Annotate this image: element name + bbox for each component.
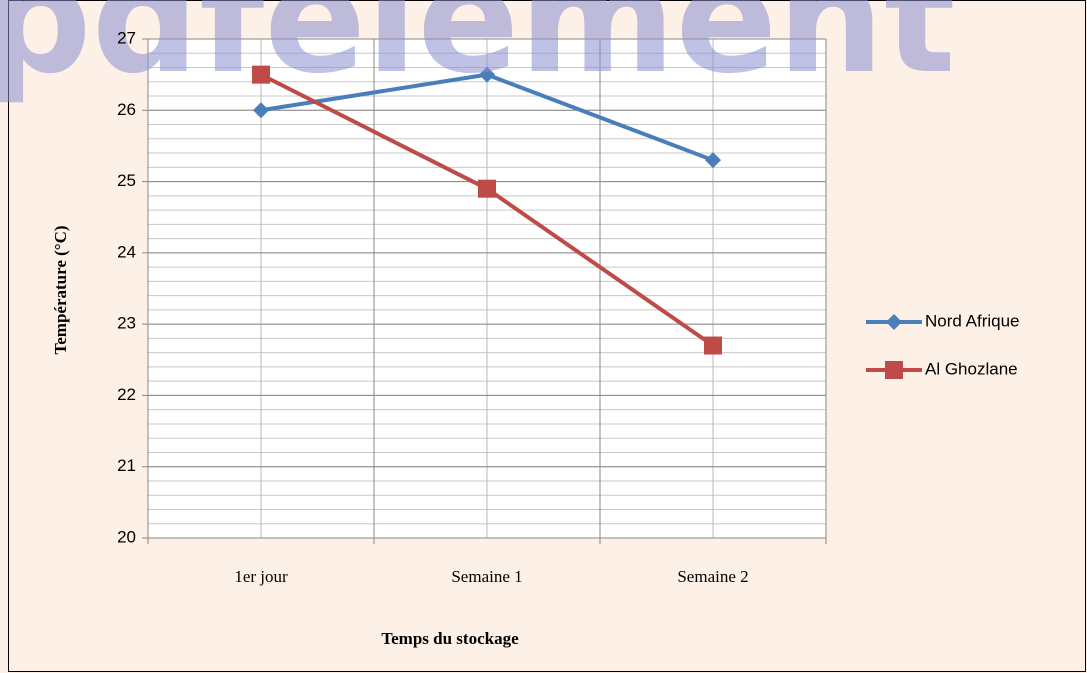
watermark: pdfelement <box>0 0 956 107</box>
marker <box>252 65 270 84</box>
x-tick-label: 1er jour <box>234 567 288 586</box>
x-axis-label: Temps du stockage <box>381 629 519 648</box>
marker <box>478 179 496 198</box>
x-tick-label: Semaine 2 <box>677 567 748 586</box>
y-tick-label: 25 <box>117 171 136 190</box>
marker <box>705 152 721 169</box>
y-axis-label: Température (°C) <box>51 225 70 354</box>
x-tick-label: Semaine 1 <box>451 567 522 586</box>
marker <box>479 66 495 83</box>
marker <box>253 102 269 119</box>
legend-label: Nord Afrique <box>925 311 1020 330</box>
legend-label: Al Ghozlane <box>925 359 1018 378</box>
y-tick-label: 24 <box>117 242 136 261</box>
y-tick-label: 26 <box>117 100 136 119</box>
y-tick-label: 22 <box>117 385 136 404</box>
chart-border <box>8 0 1086 672</box>
y-tick-label: 27 <box>117 28 136 47</box>
y-tick-label: 21 <box>117 456 136 475</box>
marker <box>885 361 903 379</box>
marker <box>886 314 902 330</box>
y-tick-label: 20 <box>117 527 136 546</box>
y-tick-label: 23 <box>117 314 136 333</box>
marker <box>704 336 722 355</box>
